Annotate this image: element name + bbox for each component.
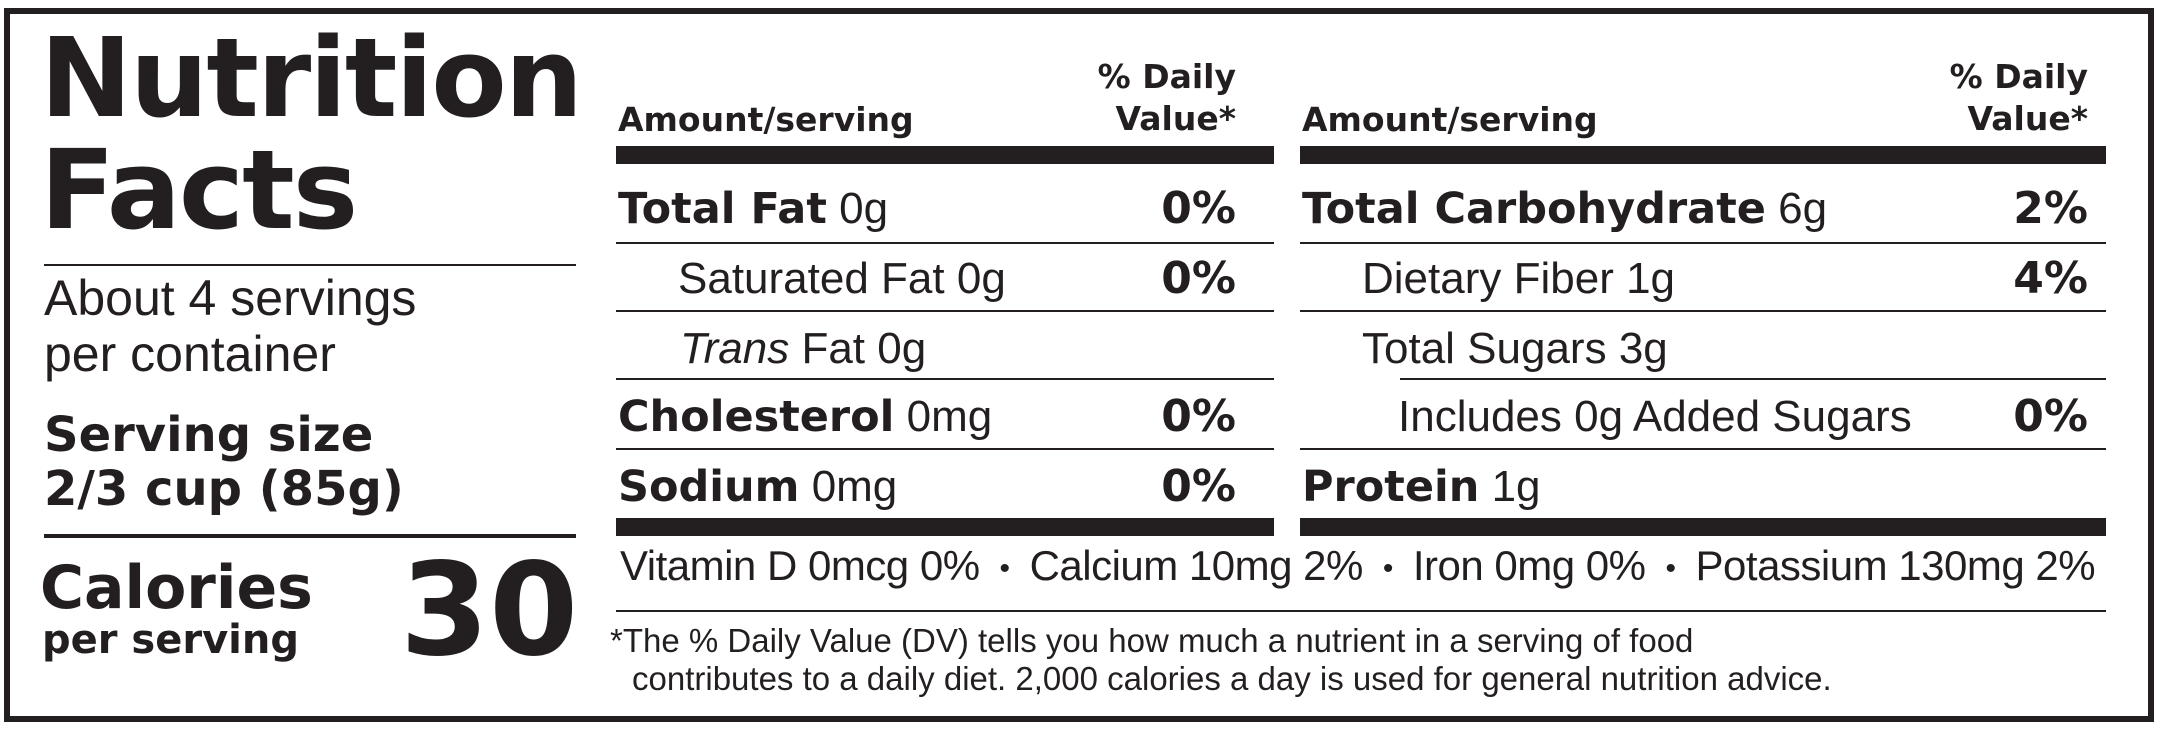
vitamin-d: Vitamin D 0mcg 0% <box>620 542 980 589</box>
nutrient-name: Cholesterol <box>618 392 895 442</box>
dv-header-line-1: % Daily <box>1949 57 2088 96</box>
nutrient-amount: 6g <box>1778 184 1828 233</box>
servings-per-container: About 4 servings per container <box>44 270 416 382</box>
calcium: Calcium 10mg 2% <box>1029 542 1364 589</box>
nutrient-dv: 0% <box>1161 391 1236 442</box>
thick-rule <box>1300 518 2106 536</box>
nutrient-dv: 0% <box>1161 461 1236 512</box>
nutrient-amount: 0g <box>956 254 1006 303</box>
nutrient-amount: 1g <box>1491 462 1541 511</box>
servings-line-1: About 4 servings <box>44 270 417 326</box>
bullet: • <box>1665 551 1677 585</box>
servings-line-2: per container <box>44 326 336 382</box>
serving-size-value: 2/3 cup (85g) <box>44 461 404 517</box>
row-cholesterol: Cholesterol 0mg 0% <box>618 382 1236 452</box>
divider <box>616 378 1274 380</box>
nutrient-dv: 0% <box>1161 183 1236 234</box>
vitamins-line: Vitamin D 0mcg 0% • Calcium 10mg 2% • Iron 0… <box>620 542 2096 590</box>
amount-header-left: Amount/serving <box>618 100 914 139</box>
row-dietary-fiber: Dietary Fiber 1g 4% <box>1362 244 2088 314</box>
amount-header-right: Amount/serving <box>1302 100 1598 139</box>
row-saturated-fat: Saturated Fat 0g 0% <box>678 244 1236 314</box>
nutrient-amount: 3g <box>1618 324 1668 373</box>
nutrient-name: Sodium <box>618 462 800 512</box>
divider <box>1300 310 2106 312</box>
divider <box>616 448 1274 450</box>
dv-header-line-1: % Daily <box>1097 57 1236 96</box>
nutrient-name: Protein <box>1302 462 1480 512</box>
divider <box>616 610 2106 612</box>
bullet: • <box>999 551 1011 585</box>
thick-rule <box>616 146 1274 164</box>
nutrient-name: Total Carbohydrate <box>1302 184 1766 234</box>
calories-label: Calories <box>40 553 313 623</box>
row-added-sugars: Includes 0g Added Sugars 0% <box>1398 382 2088 452</box>
row-total-sugars: Total Sugars 3g <box>1362 314 2088 384</box>
divider <box>44 264 576 266</box>
footnote-line-1: *The % Daily Value (DV) tells you how mu… <box>610 622 1694 659</box>
bullet: • <box>1382 551 1394 585</box>
dv-header-left: % Daily Value* <box>1050 56 1236 140</box>
title-line-1: Nutrition <box>40 14 583 142</box>
footnote-line-2: contributes to a daily diet. 2,000 calor… <box>632 660 1832 697</box>
dv-header-line-2: Value* <box>1115 99 1236 138</box>
nutrient-name: Total Fat <box>618 184 827 234</box>
nutrient-name: Trans <box>680 324 790 373</box>
footnote: *The % Daily Value (DV) tells you how mu… <box>610 622 2110 698</box>
nutrient-name: Includes 0g Added Sugars <box>1398 392 1912 441</box>
row-protein: Protein 1g <box>1302 452 2088 522</box>
divider <box>1400 378 2106 380</box>
divider <box>616 310 1274 312</box>
nutrient-amount: 0mg <box>811 462 898 511</box>
dv-header-right: % Daily Value* <box>1902 56 2088 140</box>
row-total-carbohydrate: Total Carbohydrate 6g 2% <box>1302 174 2088 244</box>
nutrient-amount: 0g <box>839 184 889 233</box>
serving-size-label: Serving size <box>44 407 374 463</box>
nutrient-amount: Fat 0g <box>801 324 927 373</box>
iron: Iron 0mg 0% <box>1412 542 1646 589</box>
divider <box>1300 448 2106 450</box>
nutrient-dv: 0% <box>1161 253 1236 304</box>
potassium: Potassium 130mg 2% <box>1695 542 2096 589</box>
nutrient-name: Dietary Fiber <box>1362 254 1614 303</box>
divider <box>1300 242 2106 244</box>
row-sodium: Sodium 0mg 0% <box>618 452 1236 522</box>
divider <box>616 242 1274 244</box>
nutrient-amount: 1g <box>1626 254 1676 303</box>
title-line-2: Facts <box>40 126 358 254</box>
nutrition-label <box>4 8 2154 722</box>
nutrient-dv: 4% <box>2013 253 2088 304</box>
nutrient-name: Saturated Fat <box>678 254 945 303</box>
nutrient-dv: 0% <box>2013 391 2088 442</box>
label-title: Nutrition Facts <box>40 14 583 254</box>
thick-rule <box>616 518 1274 536</box>
row-trans-fat: Trans Fat 0g <box>680 314 1236 384</box>
thick-rule <box>1300 146 2106 164</box>
nutrient-amount: 0mg <box>906 392 993 441</box>
calories-sub-label: per serving <box>42 617 299 663</box>
serving-size: Serving size 2/3 cup (85g) <box>44 408 404 516</box>
calories-value: 30 <box>400 536 579 685</box>
dv-header-line-2: Value* <box>1967 99 2088 138</box>
divider <box>44 534 576 538</box>
nutrient-name: Total Sugars <box>1362 324 1607 373</box>
nutrient-dv: 2% <box>2013 183 2088 234</box>
row-total-fat: Total Fat 0g 0% <box>618 174 1236 244</box>
